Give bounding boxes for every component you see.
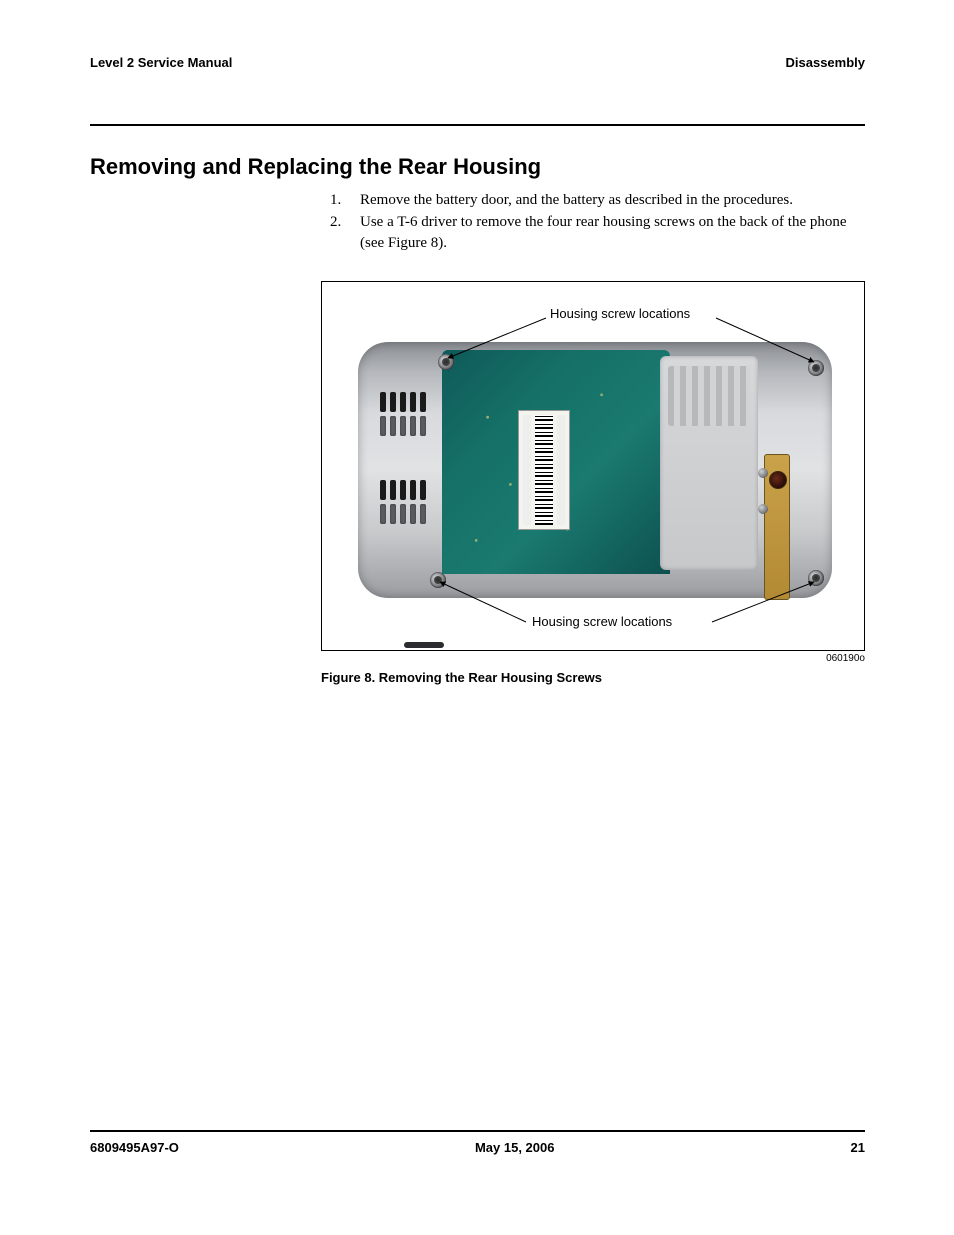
small-screw-b: [758, 504, 768, 514]
camera-strip: [764, 454, 790, 600]
callout-top: Housing screw locations: [550, 306, 690, 321]
header-rule: [90, 124, 865, 126]
screw-bottom-left: [430, 572, 446, 588]
speaker-slots-bottom: [380, 480, 434, 528]
step-number: 1.: [330, 190, 360, 210]
footer-rule: [90, 1130, 865, 1132]
figure-image: Housing screw locations Housing screw lo…: [321, 281, 865, 651]
speaker-slots-top: [380, 392, 434, 440]
metal-plate: [660, 356, 758, 570]
page-content: Level 2 Service Manual Disassembly Remov…: [90, 55, 865, 685]
callout-bottom: Housing screw locations: [532, 614, 672, 629]
screw-top-right: [808, 360, 824, 376]
running-header: Level 2 Service Manual Disassembly: [90, 55, 865, 76]
step-1: 1. Remove the battery door, and the batt…: [330, 190, 865, 210]
step-text: Remove the battery door, and the battery…: [360, 190, 793, 210]
figure-8: Housing screw locations Housing screw lo…: [321, 281, 865, 685]
header-right: Disassembly: [786, 55, 866, 70]
figure-image-id: 060190o: [321, 653, 865, 664]
footer-pagenum: 21: [851, 1140, 865, 1155]
page-footer: 6809495A97-O May 15, 2006 21: [90, 1130, 865, 1155]
camera-lens-icon: [769, 471, 787, 489]
procedure-steps: 1. Remove the battery door, and the batt…: [330, 190, 865, 253]
small-screw-a: [758, 468, 768, 478]
groove: [404, 642, 444, 648]
step-text: Use a T-6 driver to remove the four rear…: [360, 212, 865, 253]
footer-docnum: 6809495A97-O: [90, 1140, 179, 1155]
screw-top-left: [438, 354, 454, 370]
header-left: Level 2 Service Manual: [90, 55, 232, 70]
step-2: 2. Use a T-6 driver to remove the four r…: [330, 212, 865, 253]
step-number: 2.: [330, 212, 360, 253]
screw-bottom-right: [808, 570, 824, 586]
section-title: Removing and Replacing the Rear Housing: [90, 154, 865, 180]
footer-date: May 15, 2006: [475, 1140, 555, 1155]
figure-caption: Figure 8. Removing the Rear Housing Scre…: [321, 670, 865, 685]
barcode-label: [518, 410, 570, 530]
